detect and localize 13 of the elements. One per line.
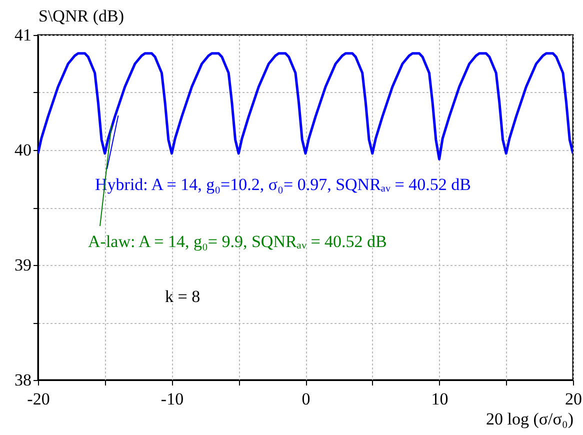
x-tick-label: -20 <box>27 390 50 408</box>
x-tick-label: -10 <box>160 390 184 408</box>
y-tick-label: 41 <box>14 26 32 44</box>
x-axis-title: 20 log (σ/σ₀) <box>486 410 574 428</box>
y-axis-title: S\QNR (dB) <box>38 6 124 26</box>
x-tick-label: 20 <box>565 390 582 408</box>
y-tick-label: 40 <box>14 140 32 160</box>
annotation: k = 8 <box>165 287 200 306</box>
y-tick-label: 39 <box>14 256 32 274</box>
annotation: A-law: A = 14, g₀= 9.9, SQNRₐᵥ = 40.52 dB <box>88 232 387 251</box>
x-tick-label: 10 <box>431 390 448 408</box>
x-tick-label: 0 <box>302 390 310 408</box>
y-tick-label: 38 <box>14 370 32 390</box>
